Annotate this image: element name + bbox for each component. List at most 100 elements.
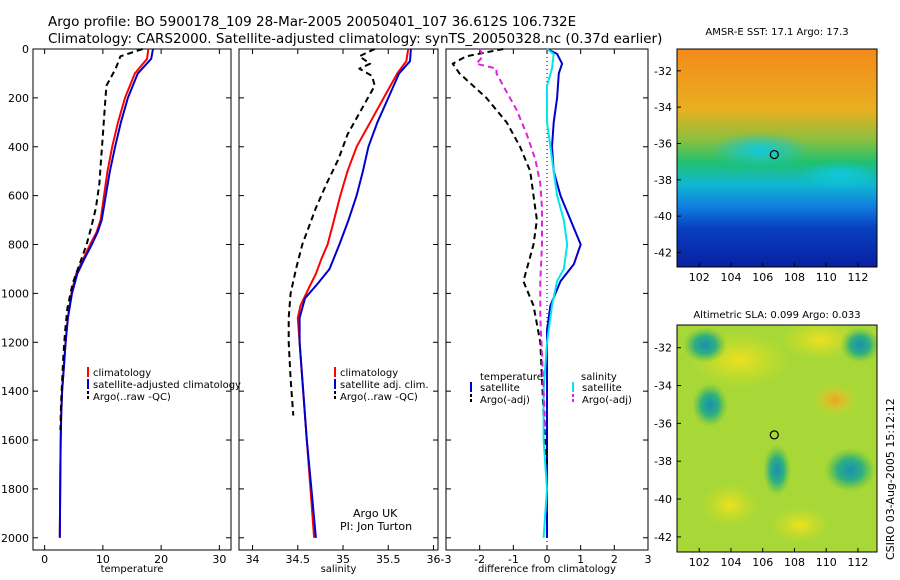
map-y-tick-label: -32 — [654, 342, 672, 355]
series-line-1 — [546, 48, 582, 538]
map-title: AMSR-E SST: 17.1 Argo: 17.3 — [705, 27, 848, 38]
series-line-3 — [287, 48, 376, 416]
figure-title-line2: Climatology: CARS2000. Satellite-adjuste… — [48, 31, 663, 47]
y-tick-label: 400 — [8, 141, 29, 154]
y-tick-label: 600 — [8, 190, 29, 203]
map-x-tick-label: 102 — [689, 556, 710, 569]
map-frame — [676, 48, 878, 268]
map-x-tick-label: 106 — [752, 271, 773, 284]
legend-label: Argo(-adj) — [480, 395, 530, 406]
x-tick-label: 20 — [154, 553, 168, 566]
legend-label: Argo(-adj) — [582, 395, 632, 406]
x-tick-label: 34 — [246, 553, 260, 566]
x-tick-label: -3 — [441, 553, 452, 566]
y-tick-label: 0 — [22, 43, 29, 56]
sla-low-feature — [683, 327, 727, 363]
profile-chart-2: 34 34.5 35 35.5 36 salinity climatologysatelli… — [238, 48, 440, 575]
credit-line1: Argo UK — [353, 507, 398, 520]
legend-label: climatology — [340, 368, 398, 379]
map-y-tick-label: -40 — [654, 493, 672, 506]
credit-line2: PI: Jon Turton — [340, 520, 412, 533]
x-tick-label: 0 — [41, 553, 48, 566]
series-line-2 — [298, 48, 412, 538]
sla-map-panel — [677, 325, 877, 552]
x-tick-label: 34.5 — [286, 553, 311, 566]
legend-label: satellite-adjusted climatology — [93, 380, 241, 391]
plot-frame — [32, 48, 232, 551]
x-tick-label: 1 — [577, 553, 584, 566]
x-tick-label: 0 — [544, 553, 551, 566]
y-tick-label: 1200 — [1, 336, 29, 349]
map-x-tick-label: 104 — [720, 271, 741, 284]
x-tick-label: -1 — [508, 553, 519, 566]
map-y-tick-label: -34 — [654, 101, 672, 114]
profile-chart-3: -3 -2 -1 0 1 2 3 difference from climatology tem… — [441, 48, 652, 575]
x-tick-label: 35 — [336, 553, 350, 566]
map-y-tick-label: -38 — [654, 455, 672, 468]
y-tick-label: 1000 — [1, 287, 29, 300]
x-tick-label: 36 — [426, 553, 440, 566]
map-x-tick-label: 108 — [784, 556, 805, 569]
x-tick-label: -2 — [474, 553, 485, 566]
x-tick-label: 35.5 — [376, 553, 401, 566]
y-tick-label: 1800 — [1, 483, 29, 496]
legend-label: Argo(..raw -QC) — [340, 392, 418, 403]
map-y-tick-label: -36 — [654, 417, 672, 430]
map-title: Altimetric SLA: 0.099 Argo: 0.033 — [693, 310, 860, 321]
map-y-tick-label: -42 — [654, 246, 672, 259]
y-tick-label: 1600 — [1, 434, 29, 447]
legend-label: satellite — [582, 383, 622, 394]
legend-heading: temperature — [480, 372, 543, 383]
sla-high-feature — [780, 325, 860, 360]
x-axis-label: salinity — [321, 564, 357, 575]
map-x-tick-label: 106 — [752, 556, 773, 569]
y-tick-label: 2000 — [1, 532, 29, 545]
argo-float-marker — [769, 149, 779, 160]
sla-high-feature — [770, 507, 830, 543]
series-line-3 — [542, 48, 569, 538]
legend-heading: salinity — [581, 372, 617, 383]
series-line-1 — [296, 48, 410, 538]
map-2-axes: Altimetric SLA: 0.099 Argo: 0.033 102 104 1… — [654, 310, 878, 569]
map-y-tick-label: -38 — [654, 174, 672, 187]
series-line-4 — [475, 48, 547, 428]
y-tick-label: 1400 — [1, 385, 29, 398]
legend-label: climatology — [93, 368, 151, 379]
map-y-tick-label: -40 — [654, 210, 672, 223]
map-x-tick-label: 110 — [816, 271, 837, 284]
x-tick-label: 30 — [212, 553, 226, 566]
sla-low-feature — [840, 327, 877, 363]
sst-eddy-feature — [710, 132, 810, 168]
series-line-2 — [451, 48, 548, 465]
sst-eddy-feature — [800, 161, 877, 189]
map-x-tick-label: 110 — [816, 556, 837, 569]
map-frame — [676, 324, 878, 553]
map-x-tick-label: 112 — [847, 556, 868, 569]
map-x-tick-label: 108 — [784, 271, 805, 284]
legend-label: satellite adj. clim. — [340, 380, 429, 391]
profile-chart-1: 0 10 20 30 0 200 400 600 800 1000 1200 1400 1600 1800… — [1, 43, 241, 575]
map-1-axes: AMSR-E SST: 17.1 Argo: 17.3 102 104 106 108 1… — [654, 27, 878, 284]
sst-map-panel — [677, 49, 877, 267]
sla-low-feature — [824, 448, 876, 492]
series-line-2 — [58, 48, 154, 538]
x-axis-label: temperature — [101, 564, 164, 575]
plot-frame — [238, 48, 439, 551]
sla-high-feature — [813, 384, 857, 416]
side-stamp: CSIRO 03-Aug-2005 15:12:12 — [884, 398, 897, 560]
map-x-tick-label: 112 — [847, 271, 868, 284]
series-line-3 — [59, 48, 143, 431]
map-x-tick-label: 104 — [720, 556, 741, 569]
sla-low-feature — [692, 383, 728, 427]
map-y-tick-label: -36 — [654, 137, 672, 150]
argo-float-marker — [769, 430, 779, 440]
sla-high-feature — [702, 483, 758, 527]
map-y-tick-label: -42 — [654, 531, 672, 544]
x-tick-label: 2 — [611, 553, 618, 566]
y-tick-label: 800 — [8, 239, 29, 252]
y-tick-label: 200 — [8, 92, 29, 105]
x-tick-label: 3 — [645, 553, 652, 566]
figure-title-line1: Argo profile: BO 5900178_109 28-Mar-2005… — [48, 14, 577, 30]
sla-low-feature — [763, 444, 791, 496]
